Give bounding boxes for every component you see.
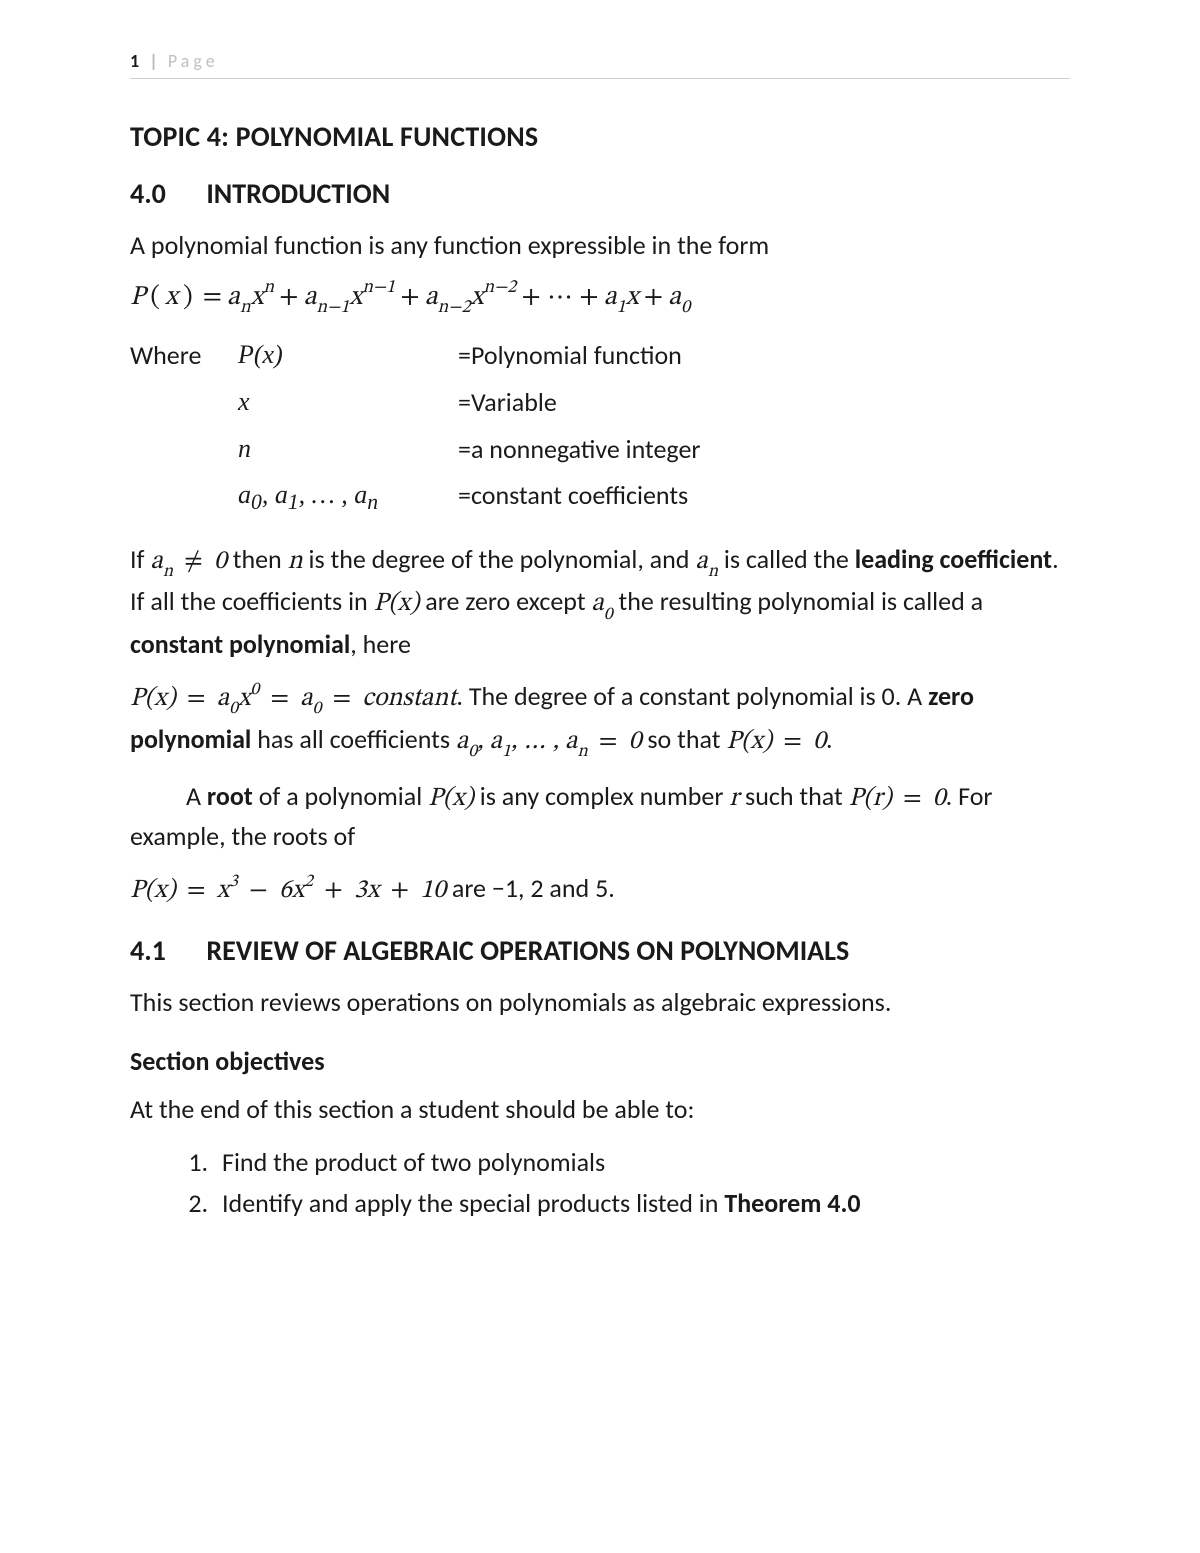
- def-symbol: P(x): [238, 332, 458, 379]
- where-label: Where: [130, 332, 238, 379]
- polynomial-general-form: P(x)=anxn+an−1xn−1+an−2xn−2+ ⋯ +a1x+a0: [130, 279, 1070, 318]
- document-page: 1 | Page TOPIC 4: POLYNOMIAL FUNCTIONS 4…: [0, 0, 1200, 1553]
- def-symbol: a0, a1, … , an: [238, 472, 458, 522]
- page-header-separator: |: [147, 50, 160, 72]
- definitions-table: Where P(x) =Polynomial function x =Varia…: [130, 332, 1070, 523]
- section-4-0-heading: 4.0 INTRODUCTION: [130, 176, 1070, 211]
- objectives-list: Find the product of two polynomials Iden…: [130, 1143, 1070, 1223]
- section-objectives-heading: Section objectives: [130, 1045, 1070, 1077]
- objective-item: Identify and apply the special products …: [214, 1184, 1070, 1223]
- objectives-intro: At the end of this section a student sho…: [130, 1091, 1070, 1129]
- page-header-label: Page: [168, 50, 219, 72]
- term-leading-coefficient: leading coefficient: [855, 543, 1052, 575]
- def-symbol: x: [238, 379, 458, 426]
- intro-sentence: A polynomial function is any function ex…: [130, 227, 1070, 265]
- theorem-reference: Theorem 4.0: [724, 1187, 860, 1219]
- def-row-px: Where P(x) =Polynomial function: [130, 332, 1070, 379]
- def-text: =Variable: [458, 379, 1070, 426]
- topic-title: TOPIC 4: POLYNOMIAL FUNCTIONS: [130, 119, 1070, 154]
- def-row-coeffs: a0, a1, … , an =constant coefficients: [130, 472, 1070, 522]
- section-4-1-heading: 4.1 REVIEW OF ALGEBRAIC OPERATIONS ON PO…: [130, 933, 1070, 968]
- page-header: 1 | Page: [130, 50, 1070, 79]
- section-number: 4.1: [130, 933, 200, 968]
- objective-item: Find the product of two polynomials: [214, 1143, 1070, 1182]
- page-number: 1: [130, 50, 139, 72]
- leading-coefficient-paragraph: If an ≠ 0 then n is the degree of the po…: [130, 541, 1070, 664]
- root-definition-paragraph: A root of a polynomial P(x) is any compl…: [130, 778, 1070, 856]
- def-row-x: x =Variable: [130, 379, 1070, 426]
- section-4-1-intro: This section reviews operations on polyn…: [130, 984, 1070, 1022]
- roots-example: P(x) = x3 − 6x2 + 3x + 10 are −1, 2 and …: [130, 870, 1070, 911]
- zero-polynomial-paragraph: P(x) = a0x0 = a0 = constant. The degree …: [130, 678, 1070, 764]
- term-root: root: [207, 780, 253, 812]
- def-text: =constant coefficients: [458, 472, 1070, 522]
- section-title: INTRODUCTION: [206, 176, 390, 211]
- def-text: =a nonnegative integer: [458, 426, 1070, 473]
- def-symbol: n: [238, 426, 458, 473]
- term-constant-polynomial: constant polynomial: [130, 628, 350, 660]
- def-row-n: n =a nonnegative integer: [130, 426, 1070, 473]
- def-text: =Polynomial function: [458, 332, 1070, 379]
- section-title: REVIEW OF ALGEBRAIC OPERATIONS ON POLYNO…: [206, 933, 849, 968]
- section-number: 4.0: [130, 176, 200, 211]
